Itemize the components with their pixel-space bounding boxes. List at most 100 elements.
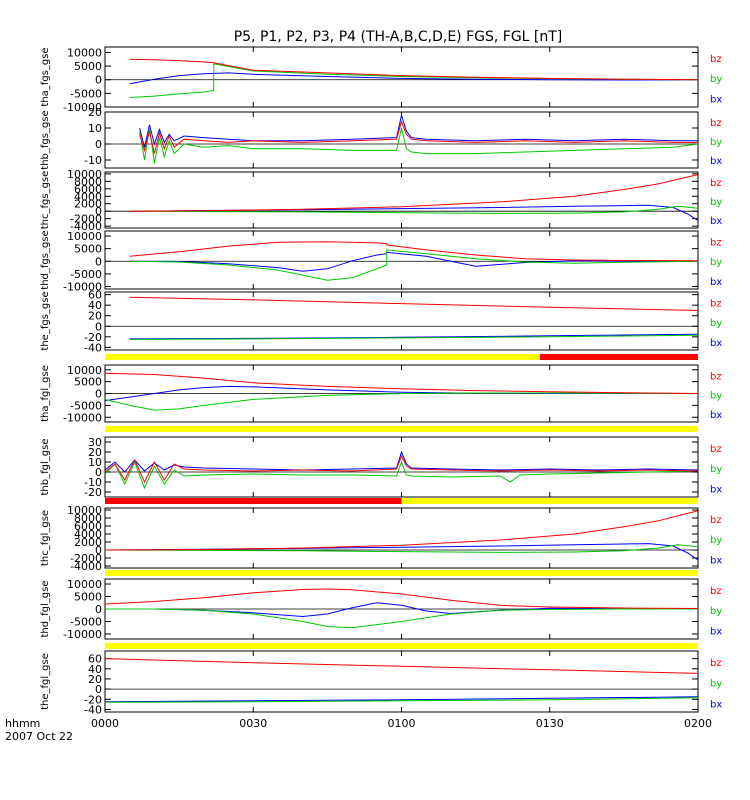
legend-bz: bz [710,237,722,248]
y-tick-label: -20 [84,331,102,344]
y-tick-label: 30 [88,436,102,449]
y-tick-label: -10 [84,476,102,489]
y-tick-label: 60 [88,289,102,302]
series-bz-line [105,454,698,484]
x-axis-row-label: hhmm [5,717,40,730]
panel-frame [104,291,699,351]
legend-bz: bz [710,118,722,129]
series-by-line [105,697,698,703]
series-bz-line [139,120,698,154]
y-tick-label: 0 [95,683,102,696]
series-bx-line [129,251,698,272]
y-tick-label: -10 [84,154,102,167]
y-tick-label: -5000 [70,268,102,281]
y-tick-label: 10 [88,456,102,469]
y-tick-label: 40 [88,299,102,312]
legend-bz: bz [710,586,722,597]
y-tick-label: 10 [88,122,102,135]
y-tick-label: 5000 [74,591,102,604]
legend-bx: bx [710,485,722,496]
y-tick-label: 20 [88,106,102,119]
plot-title: P5, P1, P2, P3, P4 (TH-A,B,C,D,E) FGS, F… [234,29,563,45]
y-tick-label: 0 [95,205,102,218]
y-tick-label: 5000 [74,60,102,73]
y-tick-label: 10000 [67,46,102,59]
y-axis-label: thb_fgl_gse [40,439,51,496]
y-tick-label: 0 [95,320,102,333]
legend-by: by [710,391,722,402]
y-tick-label: -10000 [63,628,102,641]
y-tick-label: 5000 [74,376,102,389]
y-axis-label: thb_fgs_gse [40,110,51,169]
y-tick-label: 20 [88,310,102,323]
y-tick-label: 0 [95,74,102,87]
y-tick-label: 0 [95,388,102,401]
series-by-line [105,608,698,629]
y-tick-label: -5000 [70,616,102,629]
legend-by: by [710,535,722,546]
series-bz-line [129,241,698,262]
y-tick-label: 60 [88,653,102,666]
legend-bz: bz [710,298,722,309]
y-tick-label: 6000 [74,520,102,533]
panel-frame [104,507,699,569]
series-bx-line [105,696,698,703]
panel-thb_fgs_gse: 20 10 0 -10 thb_fgs_gse bz by bx [40,106,722,170]
legend-bz: bz [710,515,722,526]
legend-bx: bx [710,699,722,710]
y-tick-label: 4000 [74,190,102,203]
legend-bx: bx [710,410,722,421]
legend-by: by [710,464,722,475]
legend-bx: bx [710,216,722,227]
panel-frame [104,650,699,713]
legend-by: by [710,197,722,208]
y-tick-label: -40 [84,703,102,716]
series-bx-line [105,602,698,618]
legend-bx: bx [710,338,722,349]
y-tick-label: 10000 [67,364,102,377]
legend-by: by [710,679,722,690]
y-tick-label: 5000 [74,243,102,256]
x-tick-label: 0030 [239,717,267,730]
y-tick-label: 2000 [74,536,102,549]
y-tick-label: 20 [88,673,102,686]
series-bx-line [129,333,698,340]
y-tick-label: 10000 [67,578,102,591]
y-tick-label: 0 [95,544,102,557]
y-tick-label: -2000 [70,552,102,565]
series-bx-line [129,72,698,85]
series-by-line [129,334,698,340]
series-bz-line [105,372,698,394]
y-tick-label: 40 [88,663,102,676]
y-axis-label: thd_fgl_gse [40,581,51,638]
series-by-line [105,460,698,490]
series-bx-line [139,113,698,148]
legend-by: by [710,74,722,85]
status-bar-segment [401,498,698,504]
legend-by: by [710,606,722,617]
y-tick-label: -10000 [63,411,102,424]
y-axis-label: thc_fgs_gse [40,171,51,230]
y-tick-label: -2000 [70,213,102,226]
y-tick-label: -40 [84,341,102,354]
y-axis-label: the_fgs_gse [40,291,51,350]
status-bar-segment [105,570,698,576]
legend-bx: bx [710,277,722,288]
y-axis-label: thc_fgl_gse [40,510,51,566]
series-bz-line [129,58,698,81]
series-bz-line [105,588,698,609]
status-bar-segment [105,426,698,432]
series-by-line [129,249,698,281]
y-tick-label: 8000 [74,175,102,188]
x-axis: 0000 0030 0100 0130 0200 [91,717,712,730]
series-bz-line [105,658,698,674]
y-tick-label: 2000 [74,198,102,211]
status-bar-segment [105,643,698,649]
series-bz-line [129,296,698,311]
